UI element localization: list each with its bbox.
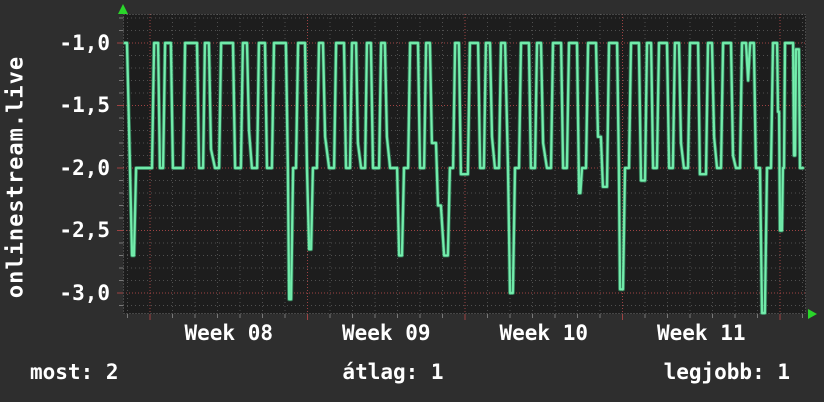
y-tick-label: -1,5 — [59, 93, 110, 117]
y-tick-label: -1,0 — [59, 30, 110, 55]
series-line-core — [124, 42, 804, 314]
y-axis-title: onlinestream.live — [3, 55, 29, 299]
x-tick-label: Week 09 — [341, 321, 431, 345]
x-tick-label: Week 11 — [656, 321, 746, 345]
y-tick-label: -3,0 — [59, 280, 110, 305]
y-tick-label: -2,5 — [59, 218, 110, 242]
y-axis-arrow-icon — [118, 4, 128, 14]
x-tick-label: Week 08 — [184, 321, 274, 345]
stat-atlag: átlag: 1 — [342, 360, 444, 384]
plot-frame — [123, 14, 806, 314]
y-tick-label: -2,0 — [59, 155, 110, 180]
x-tick-label: Week 10 — [499, 321, 589, 345]
stat-most: most: 2 — [30, 360, 119, 384]
stat-legjobb: legjobb: 1 — [663, 360, 790, 384]
x-axis-arrow-icon — [808, 309, 817, 319]
